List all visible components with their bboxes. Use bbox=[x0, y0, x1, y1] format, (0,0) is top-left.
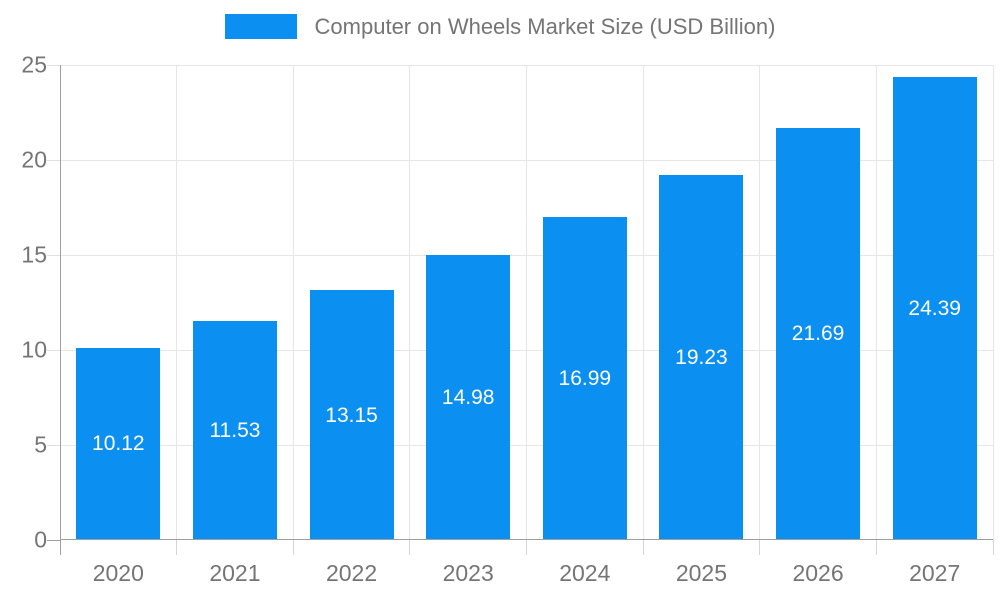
x-tick-label: 2025 bbox=[675, 560, 728, 586]
bar-2024[interactable]: 16.99 bbox=[542, 217, 627, 540]
x-axis-tick bbox=[992, 540, 994, 555]
chart-legend[interactable]: Computer on Wheels Market Size (USD Bill… bbox=[0, 14, 1000, 39]
bar-2023[interactable]: 14.98 bbox=[426, 255, 511, 540]
x-axis-tick bbox=[759, 540, 761, 555]
x-tick-label: 2024 bbox=[559, 560, 611, 586]
bar-value-label: 19.23 bbox=[675, 345, 728, 369]
legend-label: Computer on Wheels Market Size (USD Bill… bbox=[314, 14, 776, 39]
bar-2020[interactable]: 10.12 bbox=[76, 347, 161, 540]
y-tick-label: 25 bbox=[21, 51, 47, 78]
x-gridline bbox=[759, 65, 761, 540]
y-tick-label: 0 bbox=[34, 526, 47, 553]
x-tick-label: 2023 bbox=[442, 560, 494, 586]
legend-swatch-icon bbox=[224, 14, 297, 39]
x-axis-tick bbox=[292, 540, 294, 555]
y-tick-label: 5 bbox=[34, 431, 47, 458]
bar-value-label: 13.15 bbox=[325, 403, 378, 427]
y-tick-label: 20 bbox=[21, 146, 47, 173]
x-gridline bbox=[875, 65, 877, 540]
y-axis-tick bbox=[47, 254, 60, 256]
x-gridline bbox=[992, 65, 994, 540]
x-gridline bbox=[292, 65, 294, 540]
y-axis-tick bbox=[47, 349, 60, 351]
x-tick-label: 2027 bbox=[909, 560, 961, 586]
x-gridline bbox=[526, 65, 527, 540]
plot-area: 0 5 10 15 20 25 10.12 2020 11.53 2021 13.15 2022 14.… bbox=[21, 52, 994, 586]
x-gridline bbox=[176, 65, 178, 540]
x-axis-tick bbox=[409, 540, 411, 555]
bar-2026[interactable]: 21.69 bbox=[776, 127, 861, 540]
y-axis-tick bbox=[47, 159, 60, 161]
y-axis-tick bbox=[47, 444, 60, 446]
bar-2027[interactable]: 24.39 bbox=[892, 76, 977, 540]
x-axis-line bbox=[60, 539, 993, 540]
bar-value-label: 10.12 bbox=[92, 432, 145, 456]
bar-2025[interactable]: 19.23 bbox=[659, 174, 744, 540]
y-axis-tick bbox=[47, 64, 60, 66]
x-axis-tick bbox=[176, 540, 178, 555]
bar-value-label: 24.39 bbox=[908, 296, 961, 320]
bar-value-label: 21.69 bbox=[791, 322, 845, 346]
x-gridline bbox=[409, 65, 411, 540]
x-axis-tick bbox=[526, 540, 527, 555]
bar-value-label: 14.98 bbox=[441, 386, 495, 410]
y-axis-tick bbox=[47, 539, 60, 541]
y-tick-label: 15 bbox=[21, 241, 47, 268]
x-tick-label: 2026 bbox=[792, 560, 844, 586]
x-tick-label: 2021 bbox=[209, 560, 261, 586]
y-axis-line bbox=[60, 65, 61, 555]
bar-value-label: 16.99 bbox=[558, 367, 612, 391]
x-gridline bbox=[642, 65, 644, 540]
x-axis-tick bbox=[642, 540, 644, 555]
x-axis-tick bbox=[875, 540, 877, 555]
bar-2021[interactable]: 11.53 bbox=[192, 320, 277, 540]
y-tick-label: 10 bbox=[21, 336, 47, 363]
bar-value-label: 11.53 bbox=[209, 418, 261, 442]
x-tick-label: 2022 bbox=[325, 560, 378, 586]
x-tick-label: 2020 bbox=[92, 560, 144, 586]
bar-2022[interactable]: 13.15 bbox=[309, 290, 394, 540]
